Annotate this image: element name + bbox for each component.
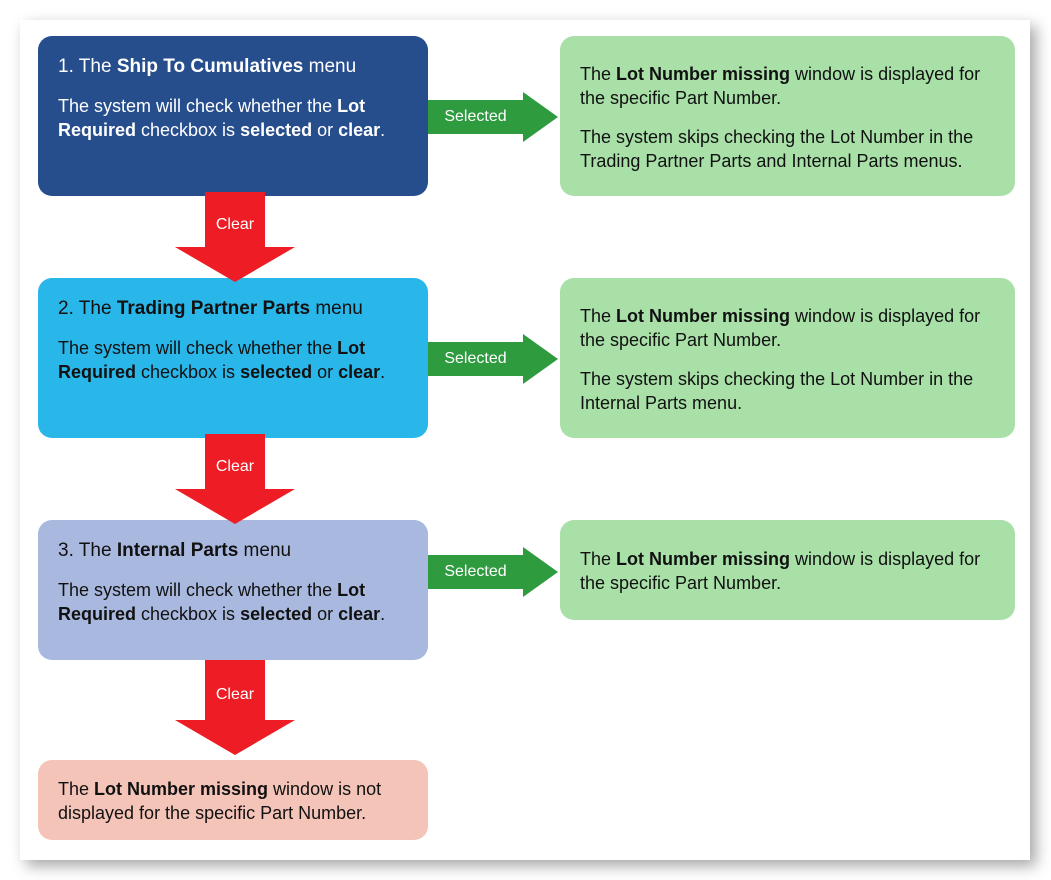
step-3-body-b2: selected [240, 604, 312, 624]
result-1-p1-b: Lot Number missing [616, 64, 790, 84]
arrow-clear-label: Clear [216, 686, 254, 704]
step-2-body-b3: clear [338, 362, 380, 382]
step-3-body-pre: The system will check whether the [58, 580, 337, 600]
arrow-clear-label: Clear [216, 216, 254, 234]
step-1-body-end: . [380, 120, 385, 140]
result-1-p1: The Lot Number missing window is display… [580, 62, 995, 111]
arrow-head-icon [175, 720, 295, 755]
result-2-p1-pre: The [580, 306, 616, 326]
result-1-p1-pre: The [580, 64, 616, 84]
step-2-body-end: . [380, 362, 385, 382]
arrow-head-icon [175, 489, 295, 524]
result-3-box: The Lot Number missing window is display… [560, 520, 1015, 620]
step-3-body: The system will check whether the Lot Re… [58, 578, 408, 627]
arrow-selected-1: Selected [428, 92, 558, 142]
step-3-body-or: or [312, 604, 338, 624]
arrow-selected-label: Selected [444, 108, 506, 126]
arrow-shaft: Selected [428, 100, 523, 134]
step-2-body-pre: The system will check whether the [58, 338, 337, 358]
result-3-p1-pre: The [580, 549, 616, 569]
step-1-pre: The [79, 56, 117, 77]
step-1-body-pre: The system will check whether the [58, 96, 337, 116]
arrow-shaft: Clear [205, 192, 265, 247]
step-3-post: menu [238, 540, 291, 561]
step-1-body-b2: selected [240, 120, 312, 140]
step-2-body-or: or [312, 362, 338, 382]
flowchart-canvas: 1. The Ship To Cumulatives menu The syst… [20, 20, 1030, 860]
step-1-box: 1. The Ship To Cumulatives menu The syst… [38, 36, 428, 196]
step-2-body-b2: selected [240, 362, 312, 382]
arrow-head-icon [175, 247, 295, 282]
arrow-shaft: Selected [428, 342, 523, 376]
step-1-bold: Ship To Cumulatives [117, 56, 304, 77]
step-2-num: 2. [58, 298, 74, 319]
step-3-body-b3: clear [338, 604, 380, 624]
result-2-p1: The Lot Number missing window is display… [580, 304, 995, 353]
arrow-head-icon [523, 92, 558, 142]
step-3-body-end: . [380, 604, 385, 624]
step-3-pre: The [79, 540, 117, 561]
step-1-body-mid: checkbox is [136, 120, 240, 140]
step-3-box: 3. The Internal Parts menu The system wi… [38, 520, 428, 660]
arrow-selected-label: Selected [444, 563, 506, 581]
step-3-body-mid: checkbox is [136, 604, 240, 624]
arrow-head-icon [523, 547, 558, 597]
step-2-body-mid: checkbox is [136, 362, 240, 382]
step-3-bold: Internal Parts [117, 540, 238, 561]
step-2-bold: Trading Partner Parts [117, 298, 310, 319]
result-final-p1-pre: The [58, 779, 94, 799]
result-final-box: The Lot Number missing window is not dis… [38, 760, 428, 840]
step-2-body: The system will check whether the Lot Re… [58, 336, 408, 385]
arrow-selected-2: Selected [428, 334, 558, 384]
arrow-shaft: Selected [428, 555, 523, 589]
result-1-p2: The system skips checking the Lot Number… [580, 125, 995, 174]
step-2-post: menu [310, 298, 363, 319]
step-2-box: 2. The Trading Partner Parts menu The sy… [38, 278, 428, 438]
step-1-num: 1. [58, 56, 74, 77]
step-1-body-b3: clear [338, 120, 380, 140]
arrow-selected-3: Selected [428, 547, 558, 597]
result-1-box: The Lot Number missing window is display… [560, 36, 1015, 196]
result-2-p1-b: Lot Number missing [616, 306, 790, 326]
arrow-clear-3: Clear [175, 660, 295, 760]
result-3-p1-b: Lot Number missing [616, 549, 790, 569]
result-final-p1: The Lot Number missing window is not dis… [58, 777, 408, 826]
step-1-title: 1. The Ship To Cumulatives menu [58, 54, 408, 80]
result-3-p1: The Lot Number missing window is display… [580, 547, 995, 596]
arrow-selected-label: Selected [444, 350, 506, 368]
result-final-p1-b: Lot Number missing [94, 779, 268, 799]
arrow-head-icon [523, 334, 558, 384]
arrow-clear-label: Clear [216, 458, 254, 476]
arrow-clear-1: Clear [175, 192, 295, 282]
result-2-box: The Lot Number missing window is display… [560, 278, 1015, 438]
arrow-shaft: Clear [205, 434, 265, 489]
step-1-body-or: or [312, 120, 338, 140]
step-1-body: The system will check whether the Lot Re… [58, 94, 408, 143]
result-2-p2: The system skips checking the Lot Number… [580, 367, 995, 416]
arrow-clear-2: Clear [175, 434, 295, 524]
step-2-pre: The [79, 298, 117, 319]
step-2-title: 2. The Trading Partner Parts menu [58, 296, 408, 322]
step-3-title: 3. The Internal Parts menu [58, 538, 408, 564]
arrow-shaft: Clear [205, 660, 265, 720]
step-1-post: menu [303, 56, 356, 77]
step-3-num: 3. [58, 540, 74, 561]
